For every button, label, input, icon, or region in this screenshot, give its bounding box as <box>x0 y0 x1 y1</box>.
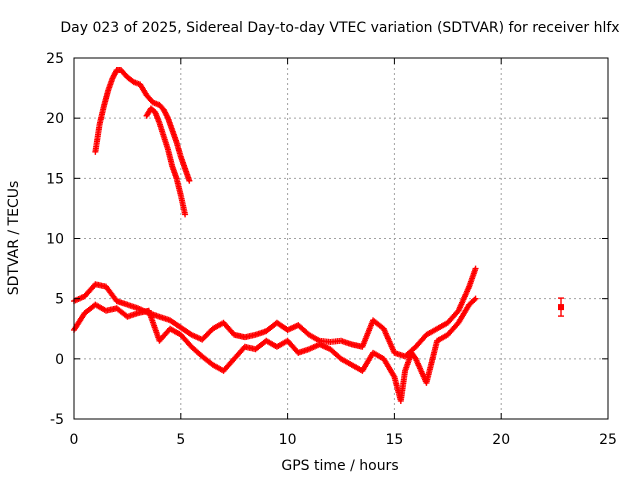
x-axis-label: GPS time / hours <box>281 458 398 474</box>
y-tick-label: 5 <box>55 292 64 308</box>
x-tick-label: 0 <box>70 432 79 448</box>
y-tick-label: 10 <box>46 232 64 248</box>
data-point <box>186 177 193 184</box>
series-arc-high-1 <box>92 67 193 184</box>
x-tick-label: 5 <box>176 432 185 448</box>
x-tick-label: 15 <box>385 432 403 448</box>
chart-title: Day 023 of 2025, Sidereal Day-to-day VTE… <box>60 20 619 36</box>
y-tick-label: 20 <box>46 111 64 127</box>
data-point-marker <box>558 304 565 311</box>
series-late-point <box>558 297 565 317</box>
series-low-band-upper <box>71 265 479 360</box>
x-tick-label: 10 <box>279 432 297 448</box>
data-markers <box>71 67 565 404</box>
data-point <box>182 211 189 218</box>
x-tick-label: 20 <box>492 432 510 448</box>
y-axis-label: SDTVAR / TECUs <box>6 181 22 296</box>
y-tick-label: 0 <box>55 352 64 368</box>
x-tick-label: 25 <box>599 432 617 448</box>
data-point <box>472 265 479 272</box>
series-low-band-lower <box>71 295 479 404</box>
data-point <box>472 295 479 302</box>
y-tick-label: 25 <box>46 51 64 67</box>
data-point <box>471 296 478 303</box>
axis-ticks: 0 5 10 15 20 25 -5 0 5 10 15 20 25 <box>46 51 617 448</box>
y-tick-label: -5 <box>50 412 64 428</box>
series-arc-high-2 <box>143 105 189 218</box>
y-tick-label: 15 <box>46 171 64 187</box>
